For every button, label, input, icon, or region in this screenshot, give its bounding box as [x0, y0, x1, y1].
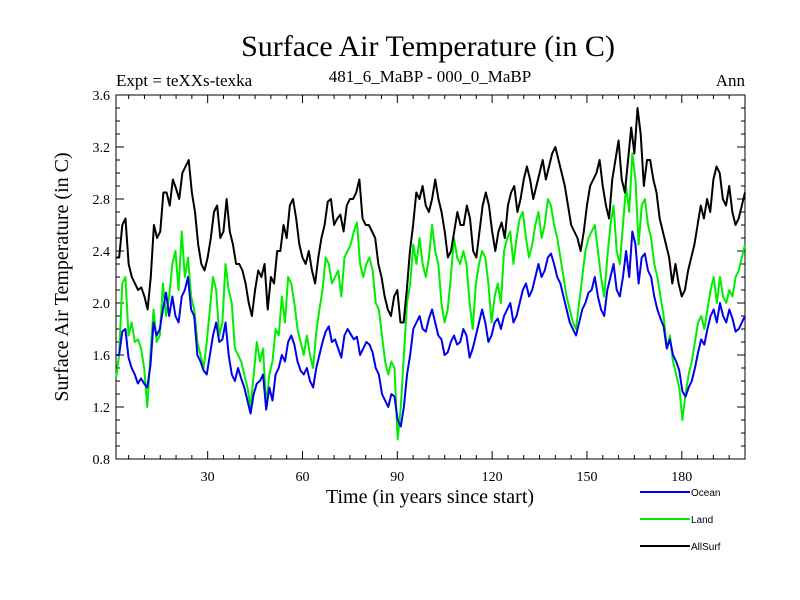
y-axis-label: Surface Air Temperature (in C) — [51, 152, 73, 401]
x-tick-label: 30 — [201, 470, 215, 485]
y-tick-label: 2.8 — [93, 193, 111, 208]
y-tick-label: 3.2 — [93, 141, 111, 156]
period-label: 481_6_MaBP - 000_0_MaBP — [329, 67, 531, 86]
legend-label-land: Land — [691, 515, 713, 526]
legend-label-ocean: Ocean — [691, 488, 720, 499]
experiment-label: Expt = teXXs-texka — [116, 71, 253, 90]
series-line-ocean — [116, 230, 746, 428]
y-tick-label: 2.4 — [93, 245, 111, 260]
x-tick-label: 120 — [482, 470, 503, 485]
legend-label-allsurf: AllSurf — [691, 542, 721, 553]
x-tick-label: 60 — [295, 470, 309, 485]
x-tick-label: 90 — [390, 470, 404, 485]
x-tick-label: 150 — [576, 470, 597, 485]
x-tick-label: 180 — [671, 470, 692, 485]
y-tick-label: 3.6 — [93, 89, 111, 104]
x-axis-label: Time (in years since start) — [326, 486, 534, 508]
series-lines — [115, 107, 746, 441]
legend: Ocean Land AllSurf — [640, 488, 721, 553]
series-line-land — [115, 152, 746, 441]
plot-area: 30 60 90 120 150 180 0.8 1.2 1.6 2.0 2.4 2.8 3.2 3.6 — [93, 89, 746, 485]
chart-title: Surface Air Temperature (in C) — [241, 30, 615, 63]
y-tick-label: 1.2 — [93, 401, 111, 416]
season-label: Ann — [716, 71, 746, 90]
y-tick-label: 1.6 — [93, 349, 111, 364]
y-tick-label: 2.0 — [93, 297, 111, 312]
axis-ticks: 30 60 90 120 150 180 0.8 1.2 1.6 2.0 2.4 2.8 3.2 3.6 — [93, 89, 745, 485]
series-line-allsurf — [116, 107, 746, 324]
y-tick-label: 0.8 — [93, 453, 111, 468]
